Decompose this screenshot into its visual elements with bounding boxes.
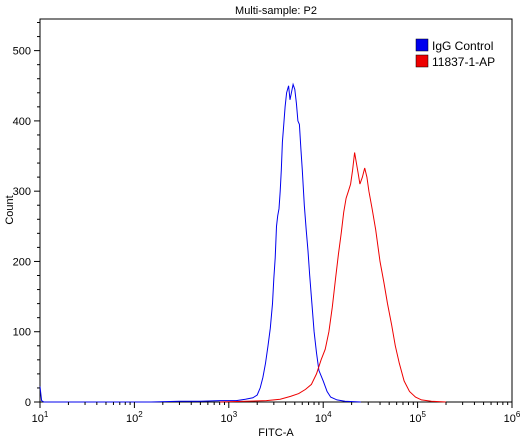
y-axis-label: Count xyxy=(4,195,16,224)
x-tick-label: 101 xyxy=(32,410,49,425)
legend-swatch xyxy=(415,38,429,52)
y-tick-label: 300 xyxy=(13,186,31,198)
x-tick-label: 102 xyxy=(126,410,143,425)
x-axis-label: FITC-A xyxy=(258,427,294,439)
y-tick-label: 200 xyxy=(13,256,31,268)
legend-label: 11837-1-AP xyxy=(432,55,495,69)
y-tick-label: 400 xyxy=(13,116,31,128)
legend-label: IgG Control xyxy=(432,39,493,53)
x-tick-label: 104 xyxy=(315,410,332,425)
y-tick-label: 500 xyxy=(13,46,31,58)
y-tick-label: 100 xyxy=(13,327,31,339)
series-line-0 xyxy=(39,82,361,403)
x-tick-label: 105 xyxy=(409,410,426,425)
series-layer xyxy=(39,82,447,403)
y-axis: 0 100 200 300 400 500 xyxy=(13,22,40,409)
legend: IgG Control 11837-1-AP xyxy=(415,38,495,69)
y-tick-label: 0 xyxy=(25,397,31,409)
x-tick-label: 106 xyxy=(504,410,521,425)
series-line-1 xyxy=(219,152,447,403)
x-axis: 101 102 103 104 105 106 xyxy=(32,402,521,425)
legend-swatch xyxy=(415,54,429,68)
chart-title: Multi-sample: P2 xyxy=(235,5,317,17)
plot-frame xyxy=(39,18,513,403)
x-tick-label: 103 xyxy=(220,410,237,425)
